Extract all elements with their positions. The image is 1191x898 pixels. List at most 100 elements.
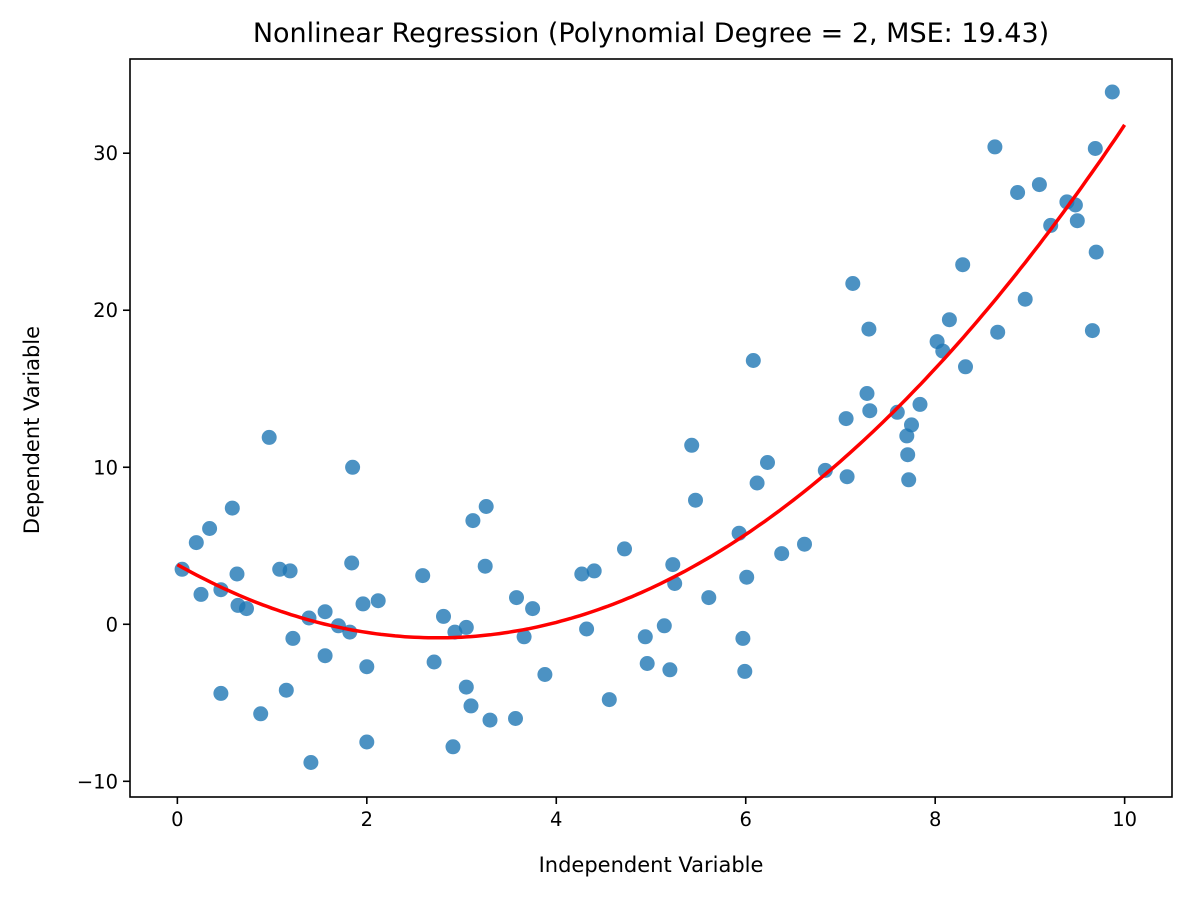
data-point	[1087, 141, 1103, 156]
fit-curve	[176, 123, 1127, 640]
data-point	[229, 566, 245, 582]
data-point	[261, 429, 277, 445]
data-point	[193, 586, 209, 602]
data-point	[601, 692, 617, 708]
data-point	[861, 321, 877, 337]
data-point	[574, 566, 590, 582]
x-tick-label: 4	[550, 808, 562, 831]
data-point	[656, 618, 672, 634]
data-point	[862, 403, 878, 419]
y-tick-label: 30	[93, 142, 118, 165]
data-point	[774, 546, 790, 562]
data-point	[579, 621, 595, 637]
x-tick-label: 0	[171, 808, 183, 831]
data-point	[188, 535, 204, 551]
data-point	[359, 734, 375, 750]
data-point	[508, 711, 523, 726]
data-point	[912, 396, 928, 412]
data-point	[900, 447, 916, 463]
data-point	[1104, 84, 1120, 100]
data-point	[958, 359, 973, 375]
data-point	[941, 312, 957, 328]
data-point	[415, 568, 431, 584]
data-point	[224, 500, 240, 516]
data-point	[955, 257, 971, 273]
data-point	[516, 629, 532, 645]
data-point	[1017, 291, 1033, 307]
data-point	[639, 656, 655, 671]
data-point	[463, 698, 479, 714]
axes-frame	[129, 58, 1173, 798]
data-point	[426, 654, 442, 670]
data-point	[445, 739, 461, 755]
y-tick-label: −10	[77, 770, 118, 793]
x-tick-label: 10	[1112, 808, 1137, 831]
x-axis-label: Independent Variable	[539, 853, 764, 877]
data-point	[637, 629, 653, 645]
data-point	[904, 417, 919, 433]
data-point	[845, 276, 861, 291]
data-point	[278, 682, 294, 698]
data-point	[817, 462, 833, 478]
data-point	[477, 558, 493, 574]
data-point	[665, 557, 681, 573]
data-point	[1031, 177, 1047, 193]
y-tick-label: 20	[93, 299, 118, 322]
data-point	[525, 601, 541, 617]
y-tick-label: 10	[93, 456, 118, 479]
x-tick-label: 8	[929, 808, 941, 831]
data-point	[859, 386, 875, 401]
chart-title: Nonlinear Regression (Polynomial Degree …	[253, 18, 1049, 49]
data-point	[617, 541, 632, 557]
data-point	[282, 563, 298, 579]
data-point	[1010, 185, 1026, 200]
data-point	[458, 619, 474, 635]
data-point	[344, 555, 360, 571]
data-point	[239, 601, 254, 617]
data-point	[213, 685, 229, 701]
data-point	[1084, 323, 1100, 339]
data-point	[586, 563, 602, 579]
data-point	[739, 569, 755, 585]
data-point	[889, 404, 905, 420]
y-axis-label: Dependent Variable	[20, 326, 44, 534]
data-point	[735, 630, 751, 646]
data-point	[1088, 244, 1104, 260]
data-point	[370, 593, 386, 609]
x-axis: 0 2 4 6 8 10	[171, 797, 1137, 831]
data-point	[901, 472, 917, 488]
data-point	[701, 590, 717, 606]
data-point	[662, 662, 678, 678]
data-point	[355, 596, 371, 612]
data-point	[745, 353, 761, 368]
data-point	[688, 492, 703, 508]
data-point	[253, 706, 269, 722]
data-point	[202, 521, 218, 536]
y-tick-label: 0	[106, 613, 118, 636]
data-point	[987, 139, 1003, 155]
data-point	[797, 536, 812, 552]
data-point	[482, 712, 498, 728]
data-point	[509, 590, 524, 606]
data-point	[359, 659, 375, 675]
data-point	[465, 513, 481, 529]
data-point	[684, 437, 700, 453]
data-point	[436, 608, 451, 624]
data-point	[303, 755, 319, 770]
data-point	[990, 324, 1006, 340]
data-point	[458, 679, 474, 695]
data-point	[478, 499, 494, 514]
data-point	[839, 469, 855, 485]
x-tick-label: 6	[740, 808, 752, 831]
data-point	[737, 663, 753, 679]
data-point	[537, 667, 553, 682]
data-point	[345, 459, 361, 475]
data-point	[760, 455, 775, 470]
y-axis: −10 0 10 20 30	[77, 142, 130, 793]
data-point	[838, 411, 854, 427]
data-point	[317, 648, 333, 664]
data-point	[285, 630, 301, 646]
data-point	[317, 604, 333, 620]
data-point	[749, 475, 765, 491]
